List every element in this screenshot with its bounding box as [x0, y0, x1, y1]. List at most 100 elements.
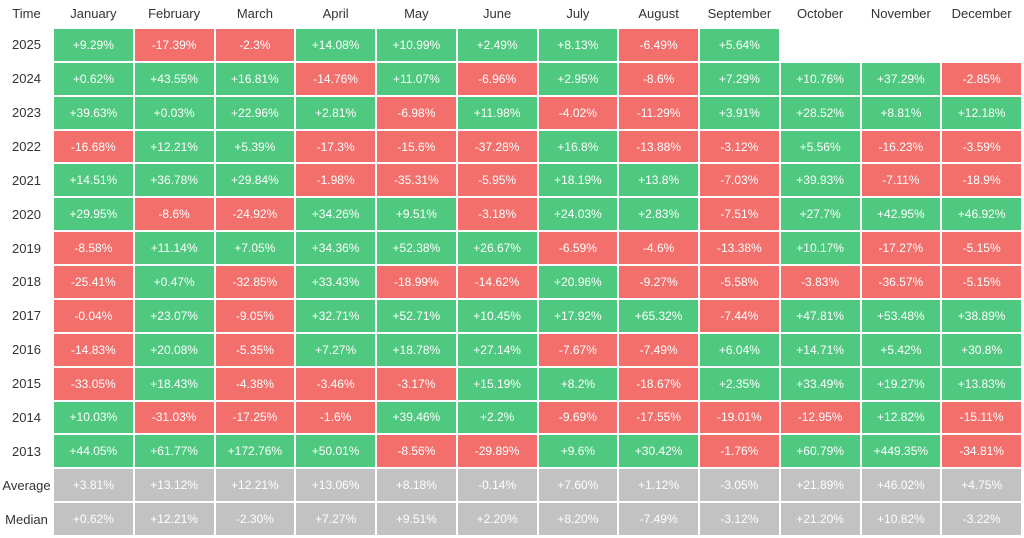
return-cell: +37.29% [861, 62, 941, 95]
column-header: May [404, 5, 429, 21]
return-cell: +42.95% [861, 198, 941, 231]
return-cell: +50.01% [296, 435, 375, 468]
return-cell: -1.98% [296, 164, 375, 197]
return-cell: -25.41% [54, 266, 133, 298]
return-cell: +11.14% [134, 232, 214, 265]
return-cell: +15.19% [457, 367, 537, 400]
return-cell: +12.21% [134, 130, 214, 163]
return-cell: +60.79% [780, 435, 860, 468]
return-cell: +172.76% [215, 435, 295, 468]
row-label: 2015 [12, 376, 41, 392]
return-cell: +39.46% [377, 401, 456, 434]
return-cell: +32.71% [296, 299, 375, 332]
return-cell: -6.96% [457, 62, 537, 95]
return-cell: -7.11% [861, 164, 941, 197]
return-cell: -13.38% [700, 232, 779, 265]
return-cell: +20.08% [134, 333, 214, 366]
return-cell: -16.23% [861, 130, 941, 163]
return-cell: +17.92% [538, 299, 618, 332]
row-label: 2021 [12, 172, 41, 188]
summary-cell: +7.27% [296, 503, 375, 535]
return-cell: +43.55% [134, 62, 214, 95]
return-cell: +10.76% [780, 62, 860, 95]
column-header: April [322, 5, 349, 21]
return-cell: +2.49% [457, 29, 537, 61]
return-cell: -14.76% [296, 62, 375, 95]
return-cell: +5.39% [215, 130, 295, 163]
return-cell: -8.58% [54, 232, 133, 265]
row-label: 2013 [12, 443, 41, 459]
return-cell: -4.02% [538, 96, 618, 129]
return-cell: -16.68% [54, 130, 133, 163]
return-cell: -15.11% [942, 401, 1021, 434]
return-cell: +24.03% [538, 198, 618, 231]
return-cell: +7.29% [700, 62, 779, 95]
return-cell: +46.92% [942, 198, 1021, 231]
return-cell: -13.88% [619, 130, 698, 163]
row-label: 2014 [12, 409, 41, 425]
summary-cell: +4.75% [942, 469, 1021, 502]
return-cell: +2.81% [296, 96, 375, 129]
return-cell: +13.8% [619, 164, 698, 197]
summary-cell: +12.21% [134, 503, 214, 535]
return-cell: +18.78% [377, 333, 456, 366]
return-cell: +12.82% [861, 401, 941, 434]
row-label: 2017 [12, 308, 41, 324]
column-header: August [638, 5, 679, 21]
return-cell: -8.6% [619, 62, 698, 95]
return-cell: +2.35% [700, 367, 779, 400]
return-cell: -7.51% [700, 198, 779, 231]
row-label: 2018 [12, 274, 41, 290]
column-header: September [707, 5, 772, 21]
return-cell: +16.8% [538, 130, 618, 163]
return-cell: -14.62% [457, 266, 537, 298]
summary-cell: +13.12% [134, 469, 214, 502]
return-cell: -18.9% [942, 164, 1021, 197]
return-cell: -6.49% [619, 29, 698, 61]
return-cell: +33.49% [780, 367, 860, 400]
return-cell: -12.95% [780, 401, 860, 434]
return-cell: +20.96% [538, 266, 618, 298]
return-cell: +2.2% [457, 401, 537, 434]
summary-cell: +1.12% [619, 469, 698, 502]
return-cell: +10.17% [780, 232, 860, 265]
return-cell: +19.27% [861, 367, 941, 400]
return-cell: +7.27% [296, 333, 375, 366]
return-cell: +0.03% [134, 96, 214, 129]
return-cell: -1.76% [700, 435, 779, 468]
return-cell: +39.63% [54, 96, 133, 129]
return-cell: +14.71% [780, 333, 860, 366]
return-cell: -7.03% [700, 164, 779, 197]
return-cell: -0.04% [54, 299, 133, 332]
column-header: Time [12, 5, 41, 21]
return-cell: +14.51% [54, 164, 133, 197]
return-cell: +34.36% [296, 232, 375, 265]
column-header: February [148, 5, 201, 21]
return-cell: +52.71% [377, 299, 456, 332]
summary-cell: +8.20% [538, 503, 618, 535]
return-cell: -34.81% [942, 435, 1021, 468]
return-cell: +39.93% [780, 164, 860, 197]
return-cell: -37.28% [457, 130, 537, 163]
summary-cell: -2.30% [215, 503, 295, 535]
summary-cell: -3.22% [942, 503, 1021, 535]
return-cell: -17.25% [215, 401, 295, 434]
column-header: December [951, 5, 1012, 21]
return-cell: -29.89% [457, 435, 537, 468]
return-cell: -17.55% [619, 401, 698, 434]
return-cell: +9.29% [54, 29, 133, 61]
return-cell: -17.27% [861, 232, 941, 265]
row-label: 2023 [12, 105, 41, 121]
summary-cell: -3.05% [700, 469, 779, 502]
return-cell: -5.35% [215, 333, 295, 366]
return-cell: +65.32% [619, 299, 698, 332]
return-cell: -2.3% [215, 29, 295, 61]
return-cell: +29.84% [215, 164, 295, 197]
summary-cell: +7.60% [538, 469, 618, 502]
return-cell: +26.67% [457, 232, 537, 265]
return-cell: +3.91% [700, 96, 779, 129]
return-cell: -6.59% [538, 232, 618, 265]
row-label: Average [2, 477, 51, 493]
summary-cell: +10.82% [861, 503, 941, 535]
return-cell: +14.08% [296, 29, 375, 61]
